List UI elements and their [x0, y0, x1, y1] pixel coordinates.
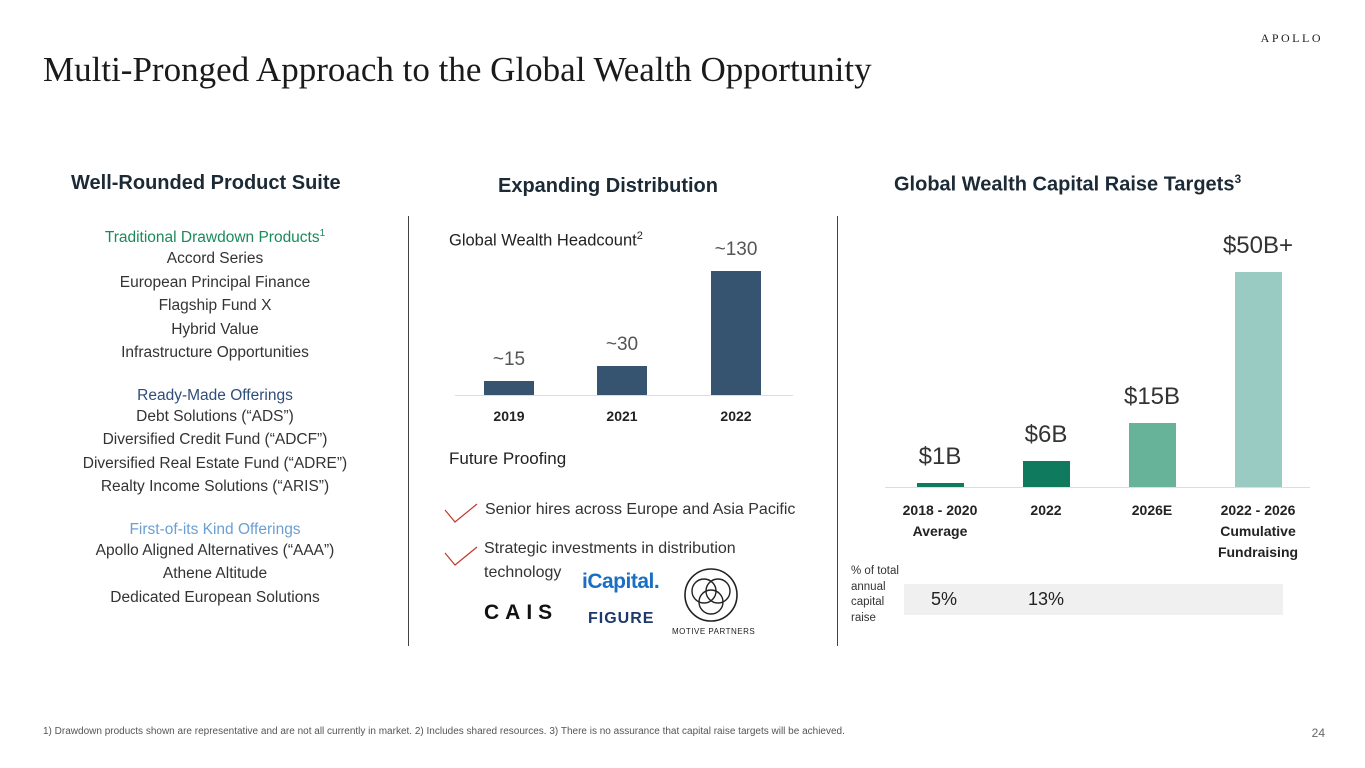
page-number: 24	[1311, 726, 1325, 740]
targets-category-label: 2022 - 2026 Cumulative Fundraising	[1217, 502, 1299, 560]
future-proofing-label: Future Proofing	[449, 449, 567, 468]
motive-partners-logo: MOTIVE PARTNERS	[672, 627, 756, 636]
check-icon	[444, 546, 478, 566]
figure-logo: FIGURE	[588, 610, 655, 627]
icapital-logo: iCapital.	[582, 570, 660, 593]
product-group-heading: Traditional Drawdown Products1	[40, 228, 390, 247]
targets-category-label: 2026E	[1131, 502, 1173, 518]
headcount-chart-title: Global Wealth Headcount2	[449, 230, 643, 251]
product-item: Apollo Aligned Alternatives (“AAA”)	[95, 541, 335, 559]
column-divider-right	[837, 216, 838, 646]
targets-bar-label: $50B+	[1222, 232, 1294, 259]
product-item: Realty Income Solutions (“ARIS”)	[100, 478, 330, 496]
product-item: Diversified Real Estate Fund (“ADRE”)	[82, 454, 348, 472]
product-suite: Traditional Drawdown Products1 Accord Se…	[40, 226, 390, 631]
targets-category-label: 2022	[1030, 502, 1062, 518]
product-item: European Principal Finance	[119, 273, 311, 291]
product-group-heading: First-of-its Kind Offerings	[129, 520, 301, 538]
check-icon	[444, 503, 478, 523]
cais-logo: CAIS	[484, 601, 559, 624]
headcount-bar	[597, 366, 647, 395]
headcount-bar	[484, 380, 534, 395]
brand-logo: APOLLO	[1260, 31, 1323, 45]
headcount-category-label: 2022	[720, 408, 752, 424]
product-group-title: Traditional Drawdown Products	[104, 229, 320, 247]
pct-value: 13%	[1028, 589, 1065, 609]
product-group: Traditional Drawdown Products1 Accord Se…	[40, 228, 390, 365]
headcount-category-label: 2019	[493, 408, 525, 424]
targets-bar	[1022, 461, 1070, 487]
page-title: Multi-Pronged Approach to the Global Wea…	[43, 50, 872, 89]
targets-heading: Global Wealth Capital Raise Targets3	[894, 172, 1241, 197]
targets-bar	[916, 482, 964, 487]
headcount-bar-label: ~15	[492, 348, 526, 370]
column-divider-left	[408, 216, 409, 646]
footnote: 1) Drawdown products shown are represent…	[43, 726, 845, 737]
product-item: Infrastructure Opportunities	[121, 344, 309, 362]
product-group: First-of-its Kind Offerings Apollo Align…	[40, 521, 390, 610]
targets-chart: $1B 2018 - 2020 Average $6B 2022 $15B 2026E $5…	[880, 230, 1330, 570]
targets-bar	[1128, 422, 1176, 487]
targets-heading-text: Global Wealth Capital Raise Targets	[894, 173, 1235, 196]
targets-bar	[1234, 272, 1282, 487]
product-item: Dedicated European Solutions	[110, 588, 320, 606]
product-group-heading: Ready-Made Offerings	[137, 386, 293, 404]
headcount-title-sup: 2	[636, 230, 643, 242]
product-item: Diversified Credit Fund (“ADCF”)	[102, 431, 328, 449]
product-item: Flagship Fund X	[158, 297, 272, 315]
headcount-bar-label: ~30	[605, 334, 639, 356]
targets-bar-label: $1B	[918, 442, 962, 470]
product-item: Hybrid Value	[171, 320, 259, 338]
targets-bar-label: $15B	[1123, 382, 1181, 410]
targets-category-label: 2018 - 2020 Average	[902, 502, 978, 539]
future-item: Senior hires across Europe and Asia Paci…	[485, 501, 796, 518]
headcount-bar-label: ~130	[714, 239, 758, 260]
targets-heading-sup: 3	[1234, 172, 1242, 186]
headcount-bar	[711, 271, 761, 395]
headcount-chart: ~15 2019 ~30 2021 ~130 2022	[450, 230, 800, 430]
product-item: Athene Altitude	[162, 565, 268, 583]
motive-partners-emblem-icon	[684, 568, 738, 622]
product-item: Debt Solutions (“ADS”)	[136, 407, 294, 425]
pct-row-label: % of total annual capital raise	[851, 565, 899, 624]
targets-axis-line	[885, 487, 1310, 488]
future-item: Strategic investments in distribution te…	[484, 540, 736, 581]
product-group: Ready-Made Offerings Debt Solutions (“AD…	[40, 387, 390, 499]
product-group-sup: 1	[319, 228, 326, 239]
targets-bar-label: $6B	[1024, 421, 1068, 449]
pct-row-band	[904, 584, 1283, 615]
product-suite-heading: Well-Rounded Product Suite	[71, 172, 341, 194]
headcount-title-text: Global Wealth Headcount	[449, 231, 637, 250]
headcount-axis-line	[455, 395, 793, 396]
pct-value: 5%	[931, 589, 958, 609]
product-item: Accord Series	[166, 250, 264, 268]
headcount-category-label: 2021	[606, 408, 638, 424]
distribution-heading: Expanding Distribution	[498, 175, 718, 197]
